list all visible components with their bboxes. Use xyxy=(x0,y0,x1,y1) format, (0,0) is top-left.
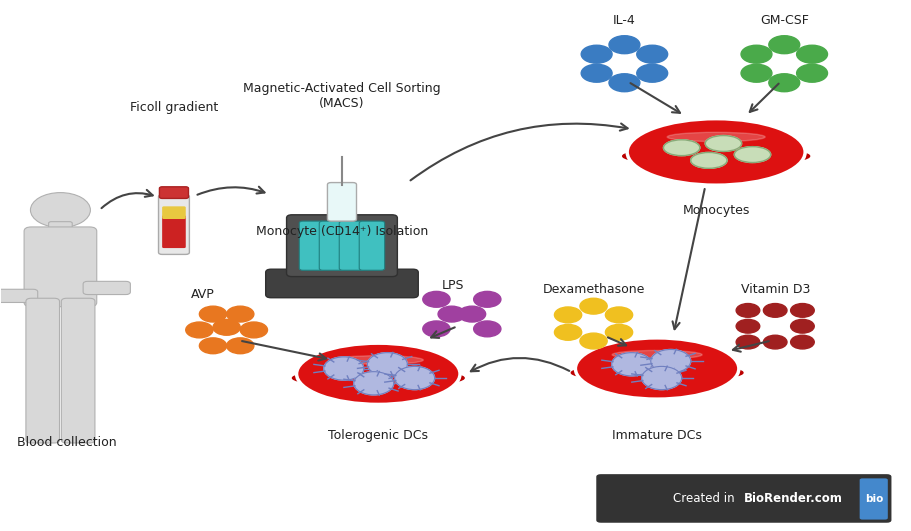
FancyBboxPatch shape xyxy=(597,474,892,523)
Circle shape xyxy=(769,36,800,54)
Circle shape xyxy=(581,64,612,82)
Circle shape xyxy=(394,366,435,390)
Circle shape xyxy=(606,307,632,323)
Circle shape xyxy=(30,193,90,227)
FancyBboxPatch shape xyxy=(159,187,189,199)
FancyBboxPatch shape xyxy=(48,221,72,235)
Ellipse shape xyxy=(292,370,464,387)
Circle shape xyxy=(227,306,254,322)
Ellipse shape xyxy=(663,140,700,156)
Text: BioRender.com: BioRender.com xyxy=(744,492,844,506)
Circle shape xyxy=(580,333,607,349)
Circle shape xyxy=(186,322,213,338)
Ellipse shape xyxy=(576,338,739,399)
Text: Created in: Created in xyxy=(673,492,739,506)
Circle shape xyxy=(227,338,254,354)
FancyBboxPatch shape xyxy=(266,269,418,298)
Circle shape xyxy=(736,304,760,317)
FancyBboxPatch shape xyxy=(860,478,888,519)
Circle shape xyxy=(791,335,814,349)
Text: bio: bio xyxy=(865,494,884,504)
Circle shape xyxy=(763,335,787,349)
Circle shape xyxy=(580,298,607,314)
Circle shape xyxy=(423,321,450,337)
Text: Monocytes: Monocytes xyxy=(682,203,750,217)
Circle shape xyxy=(241,322,268,338)
FancyBboxPatch shape xyxy=(159,195,189,254)
Ellipse shape xyxy=(734,147,771,162)
Circle shape xyxy=(641,366,681,390)
Text: Magnetic-Activated Cell Sorting
(MACS): Magnetic-Activated Cell Sorting (MACS) xyxy=(243,82,441,110)
FancyBboxPatch shape xyxy=(287,215,397,277)
FancyBboxPatch shape xyxy=(339,221,364,270)
Circle shape xyxy=(200,338,227,354)
FancyBboxPatch shape xyxy=(24,227,97,307)
Circle shape xyxy=(796,45,827,63)
Ellipse shape xyxy=(705,135,742,151)
Circle shape xyxy=(213,319,241,335)
Ellipse shape xyxy=(623,147,810,165)
Circle shape xyxy=(637,45,668,63)
FancyBboxPatch shape xyxy=(61,298,95,443)
Circle shape xyxy=(637,64,668,82)
Circle shape xyxy=(609,36,640,54)
Circle shape xyxy=(736,319,760,333)
Circle shape xyxy=(474,321,501,337)
Circle shape xyxy=(474,292,501,307)
Circle shape xyxy=(741,64,772,82)
Circle shape xyxy=(763,304,787,317)
Text: Monocyte (CD14⁺) Isolation: Monocyte (CD14⁺) Isolation xyxy=(256,225,428,238)
FancyBboxPatch shape xyxy=(162,207,186,219)
Circle shape xyxy=(606,324,632,340)
Text: GM-CSF: GM-CSF xyxy=(760,14,809,27)
Circle shape xyxy=(323,357,363,380)
Circle shape xyxy=(611,353,651,376)
FancyBboxPatch shape xyxy=(83,281,130,295)
FancyBboxPatch shape xyxy=(319,221,344,270)
Circle shape xyxy=(741,45,772,63)
Circle shape xyxy=(736,335,760,349)
Circle shape xyxy=(423,292,450,307)
Text: Ficoll gradient: Ficoll gradient xyxy=(130,100,218,114)
Text: LPS: LPS xyxy=(442,279,464,292)
FancyBboxPatch shape xyxy=(0,289,37,303)
Circle shape xyxy=(791,319,814,333)
Circle shape xyxy=(791,304,814,317)
Text: Blood collection: Blood collection xyxy=(17,436,117,449)
Circle shape xyxy=(353,372,394,395)
Circle shape xyxy=(555,324,582,340)
Ellipse shape xyxy=(333,356,424,364)
Circle shape xyxy=(200,306,227,322)
Circle shape xyxy=(438,306,466,322)
Circle shape xyxy=(650,349,691,373)
Circle shape xyxy=(769,74,800,92)
Text: IL-4: IL-4 xyxy=(613,14,636,27)
Circle shape xyxy=(367,353,407,376)
FancyBboxPatch shape xyxy=(327,183,356,221)
Ellipse shape xyxy=(612,350,702,359)
Circle shape xyxy=(555,307,582,323)
Circle shape xyxy=(458,306,486,322)
Circle shape xyxy=(609,74,640,92)
Text: Tolerogenic DCs: Tolerogenic DCs xyxy=(328,429,428,442)
FancyBboxPatch shape xyxy=(162,215,186,248)
Text: AVP: AVP xyxy=(191,288,215,301)
FancyBboxPatch shape xyxy=(26,298,59,443)
Text: Vitamin D3: Vitamin D3 xyxy=(741,283,810,296)
Ellipse shape xyxy=(667,132,765,142)
Ellipse shape xyxy=(627,118,805,185)
Ellipse shape xyxy=(571,364,743,381)
FancyBboxPatch shape xyxy=(359,221,384,270)
Circle shape xyxy=(796,64,827,82)
Text: Dexamethasone: Dexamethasone xyxy=(542,283,645,296)
Ellipse shape xyxy=(691,152,727,168)
FancyBboxPatch shape xyxy=(300,221,324,270)
Circle shape xyxy=(581,45,612,63)
Ellipse shape xyxy=(297,343,460,405)
Text: Immature DCs: Immature DCs xyxy=(612,429,702,442)
